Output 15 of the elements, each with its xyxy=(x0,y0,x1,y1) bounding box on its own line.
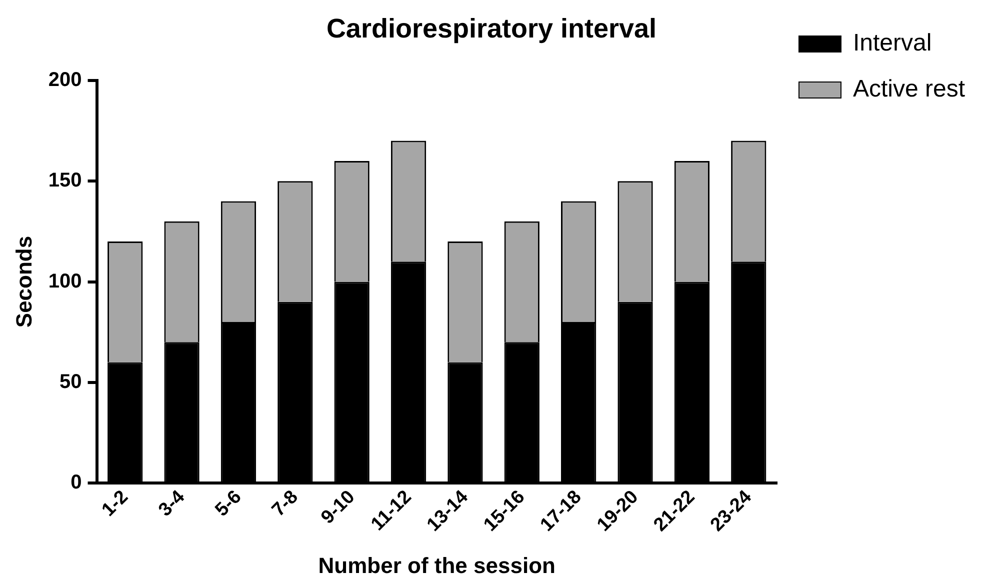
y-axis-title: Seconds xyxy=(11,236,36,328)
x-tick-label: 1-2 xyxy=(98,486,132,521)
legend-label: Active rest xyxy=(852,76,966,103)
y-tick-label: 0 xyxy=(70,472,82,494)
y-tick-label: 200 xyxy=(48,68,82,91)
x-tick-label: 3-4 xyxy=(154,486,190,521)
legend-label: Interval xyxy=(852,30,932,57)
y-tick-label: 150 xyxy=(48,170,82,192)
y-tick-label: 100 xyxy=(48,270,82,292)
chart-title: Cardiorespiratory interval xyxy=(326,14,657,44)
x-tick-label: 7-8 xyxy=(268,486,302,521)
x-tick-label: 5-6 xyxy=(211,486,246,521)
y-tick-label: 50 xyxy=(60,370,82,393)
x-axis-title: Number of the session xyxy=(318,552,556,578)
x-tick-label: 9-10 xyxy=(317,486,360,528)
